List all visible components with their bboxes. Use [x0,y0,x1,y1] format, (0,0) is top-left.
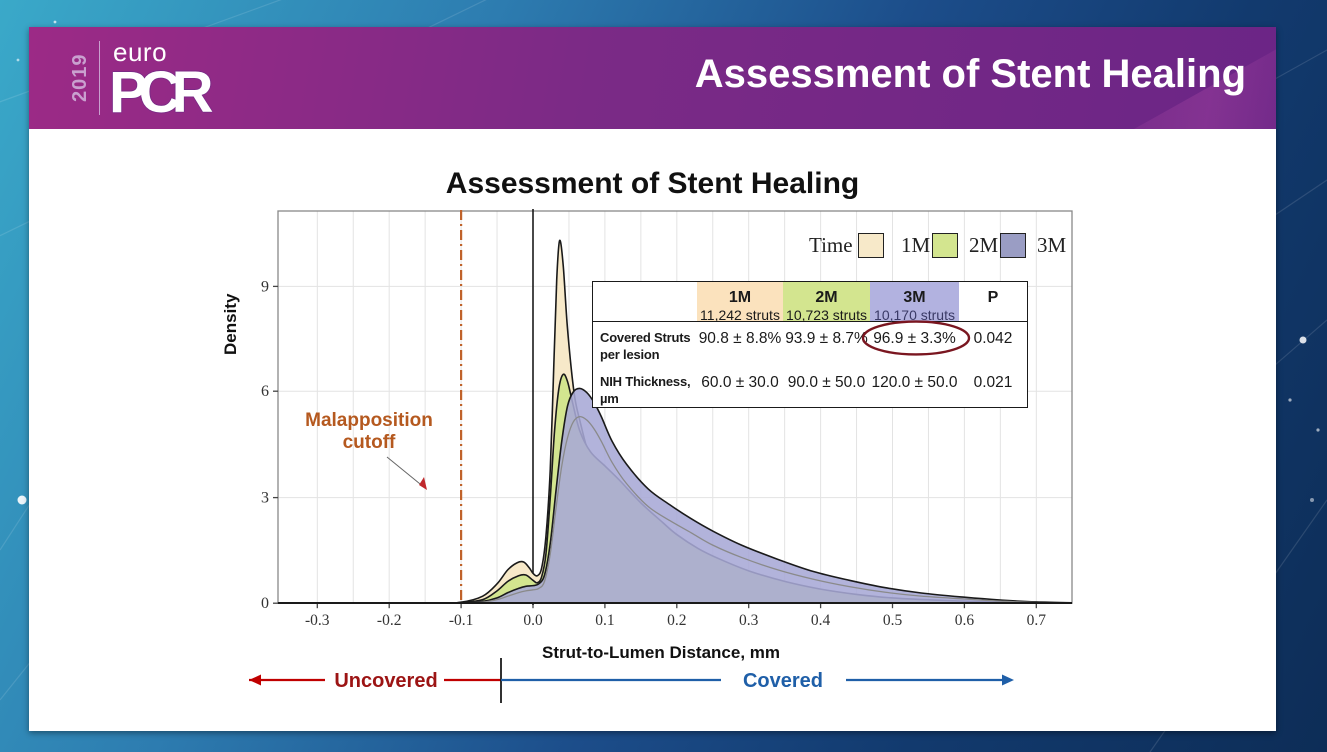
svg-text:3: 3 [261,490,269,507]
svg-text:0.7: 0.7 [1027,612,1047,629]
svg-text:0.1: 0.1 [595,612,614,629]
svg-text:0: 0 [261,595,269,612]
svg-text:0.2: 0.2 [667,612,686,629]
svg-text:0.0: 0.0 [523,612,543,629]
svg-text:-0.2: -0.2 [377,612,402,629]
svg-text:Uncovered: Uncovered [334,670,437,692]
svg-text:0.6: 0.6 [955,612,975,629]
svg-text:-0.3: -0.3 [305,612,330,629]
svg-text:6: 6 [261,383,269,400]
svg-text:0.5: 0.5 [883,612,903,629]
svg-text:-0.1: -0.1 [449,612,474,629]
svg-text:0.4: 0.4 [811,612,831,629]
svg-text:0.3: 0.3 [739,612,759,629]
svg-text:Covered: Covered [743,670,823,692]
svg-text:Malapposition: Malapposition [305,410,433,431]
svg-text:cutoff: cutoff [343,432,396,453]
svg-text:9: 9 [261,278,269,295]
